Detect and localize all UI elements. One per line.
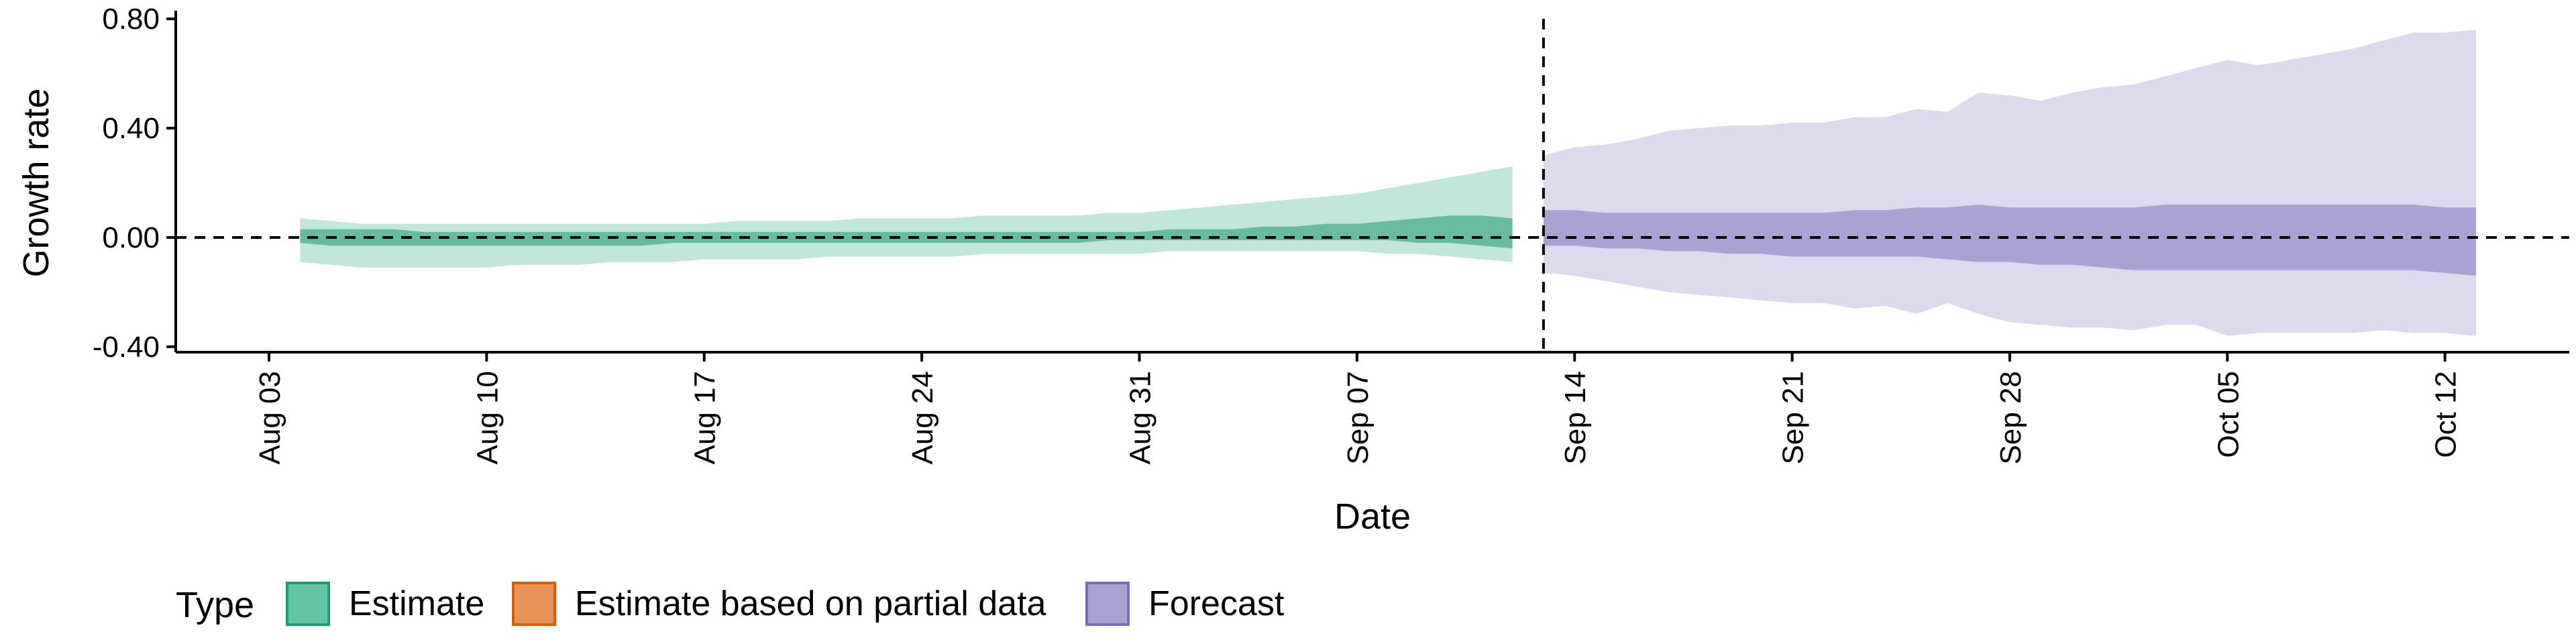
y-axis-title: Growth rate: [16, 88, 56, 277]
legend-label: Estimate: [349, 584, 484, 623]
y-tick-label: 0.40: [102, 112, 160, 145]
forecast-band-90: [1543, 30, 2476, 336]
x-tick-label: Aug 17: [689, 371, 722, 464]
y-tick-label: 0.80: [102, 3, 160, 36]
legend-key-estimate-based-on-partial-data: [512, 582, 556, 626]
y-tick-label: 0.00: [102, 221, 160, 254]
x-tick-label: Oct 05: [2212, 371, 2245, 458]
x-tick-label: Oct 12: [2430, 371, 2463, 458]
estimate-bands: [300, 30, 2476, 336]
x-axis-title: Date: [1334, 496, 1411, 537]
x-tick-label: Sep 28: [1994, 371, 2027, 464]
x-tick-label: Sep 14: [1559, 371, 1592, 464]
legend-label: Forecast: [1148, 584, 1285, 623]
legend-key-estimate: [286, 582, 330, 626]
legend-key-forecast: [1085, 582, 1130, 626]
x-tick-label: Sep 07: [1342, 371, 1375, 464]
legend-label: Estimate based on partial data: [575, 584, 1046, 623]
x-tick-label: Aug 03: [254, 371, 286, 464]
legend: Type Estimate Estimate based on partial da…: [176, 582, 1285, 626]
y-tick-label: -0.40: [93, 331, 160, 364]
estimate-band-90: [300, 166, 1513, 268]
x-tick-label: Aug 31: [1124, 371, 1157, 464]
estimate-band-50: [300, 215, 1513, 249]
x-tick-label: Sep 21: [1777, 371, 1810, 464]
axes: -0.40 0.00 0.40 0.80 Aug 03 Aug 10 Aug 17 Aug 2…: [16, 3, 2569, 537]
x-tick-label: Aug 24: [906, 371, 939, 464]
x-tick-label: Aug 10: [471, 371, 504, 464]
forecast-band-50: [1543, 205, 2476, 276]
legend-title: Type: [176, 585, 254, 625]
